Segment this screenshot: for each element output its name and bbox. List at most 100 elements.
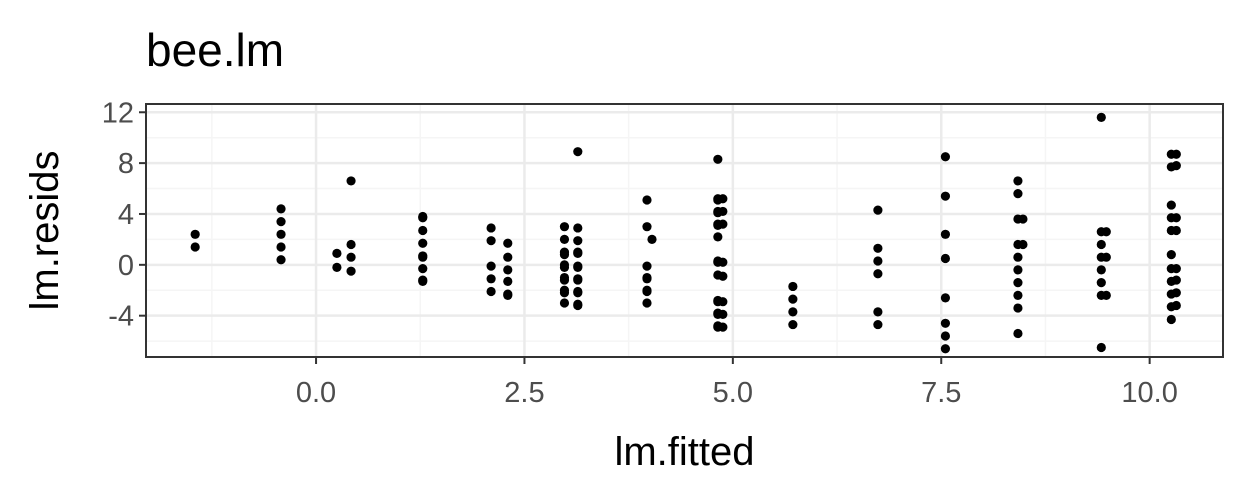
data-points xyxy=(190,112,1181,354)
data-point xyxy=(1171,213,1181,223)
data-point xyxy=(486,223,496,233)
data-point xyxy=(346,266,356,276)
data-point xyxy=(713,232,723,242)
data-point xyxy=(346,176,356,186)
data-point xyxy=(788,281,798,292)
data-point xyxy=(1101,290,1111,300)
data-point xyxy=(276,229,286,239)
data-point xyxy=(573,147,583,157)
x-tick-label: 5.0 xyxy=(713,377,753,409)
data-point xyxy=(559,275,570,285)
data-point xyxy=(559,288,570,298)
data-point xyxy=(718,297,728,307)
data-point xyxy=(1101,227,1111,237)
data-point xyxy=(1096,239,1106,250)
data-point xyxy=(573,223,583,233)
data-point xyxy=(276,242,286,252)
data-point xyxy=(559,250,570,260)
data-point xyxy=(1101,252,1111,262)
data-point xyxy=(940,318,951,328)
data-point xyxy=(873,319,883,330)
data-point xyxy=(718,219,728,229)
data-point xyxy=(559,262,570,272)
x-tick-label: 2.5 xyxy=(504,377,544,409)
data-point xyxy=(873,269,883,279)
data-point xyxy=(642,195,652,205)
plot-panel-border xyxy=(145,103,1224,358)
data-point xyxy=(573,300,583,311)
data-point xyxy=(940,152,951,162)
data-point xyxy=(940,344,951,354)
data-point xyxy=(503,252,513,262)
data-point xyxy=(1096,342,1106,353)
data-point xyxy=(1096,265,1106,275)
data-point xyxy=(418,264,428,274)
y-tick-label: -4 xyxy=(108,301,134,333)
data-point xyxy=(503,238,513,248)
data-point xyxy=(642,222,652,232)
data-point xyxy=(418,238,428,248)
data-point xyxy=(1171,288,1181,298)
data-point xyxy=(559,222,570,232)
data-point xyxy=(332,248,342,258)
x-axis: 0.0 2.5 5.0 7.5 10.0 xyxy=(296,357,1178,409)
data-point xyxy=(190,229,200,239)
x-tick-label: 7.5 xyxy=(921,377,961,409)
data-point xyxy=(788,319,798,330)
data-point xyxy=(642,298,652,308)
data-point xyxy=(418,213,428,223)
data-point xyxy=(873,205,883,215)
data-point xyxy=(718,194,728,204)
x-tick-label: 0.0 xyxy=(296,377,336,409)
data-point xyxy=(940,331,951,341)
data-point xyxy=(332,262,342,272)
data-point xyxy=(418,252,428,262)
data-point xyxy=(418,225,428,236)
data-point xyxy=(1166,314,1176,325)
chart-title: bee.lm xyxy=(146,24,284,76)
y-tick-label: 4 xyxy=(118,199,134,231)
data-point xyxy=(1013,290,1023,300)
y-tick-label: 12 xyxy=(102,97,134,129)
data-point xyxy=(873,256,883,266)
data-point xyxy=(486,236,496,246)
data-point xyxy=(1096,278,1106,288)
data-point xyxy=(573,236,583,246)
data-point xyxy=(1013,265,1023,275)
data-point xyxy=(346,239,356,250)
data-point xyxy=(713,154,723,164)
data-point xyxy=(1171,149,1181,159)
data-point xyxy=(276,255,286,265)
data-point xyxy=(1013,176,1023,186)
data-point xyxy=(486,286,496,297)
data-point xyxy=(1171,225,1181,236)
data-point xyxy=(1013,189,1023,199)
data-point xyxy=(1013,328,1023,339)
x-tick-label: 10.0 xyxy=(1121,377,1177,409)
data-point xyxy=(718,206,728,217)
data-point xyxy=(873,307,883,317)
data-point xyxy=(1013,303,1023,313)
data-point xyxy=(1013,252,1023,262)
data-point xyxy=(1171,161,1181,171)
data-point xyxy=(503,276,513,286)
data-point xyxy=(642,261,652,271)
plot-panel-background xyxy=(146,104,1223,357)
data-point xyxy=(276,217,286,227)
data-point xyxy=(940,293,951,303)
data-point xyxy=(559,234,570,244)
data-point xyxy=(642,286,652,297)
data-point xyxy=(1171,300,1181,311)
data-point xyxy=(1018,239,1028,250)
data-point xyxy=(486,274,496,284)
y-axis: -4 0 4 8 12 xyxy=(102,97,146,333)
y-axis-title: lm.resids xyxy=(23,150,67,310)
data-point xyxy=(503,290,513,300)
data-point xyxy=(559,298,570,308)
data-point xyxy=(276,204,286,214)
data-point xyxy=(486,261,496,271)
data-point xyxy=(718,271,728,281)
data-point xyxy=(1166,200,1176,210)
